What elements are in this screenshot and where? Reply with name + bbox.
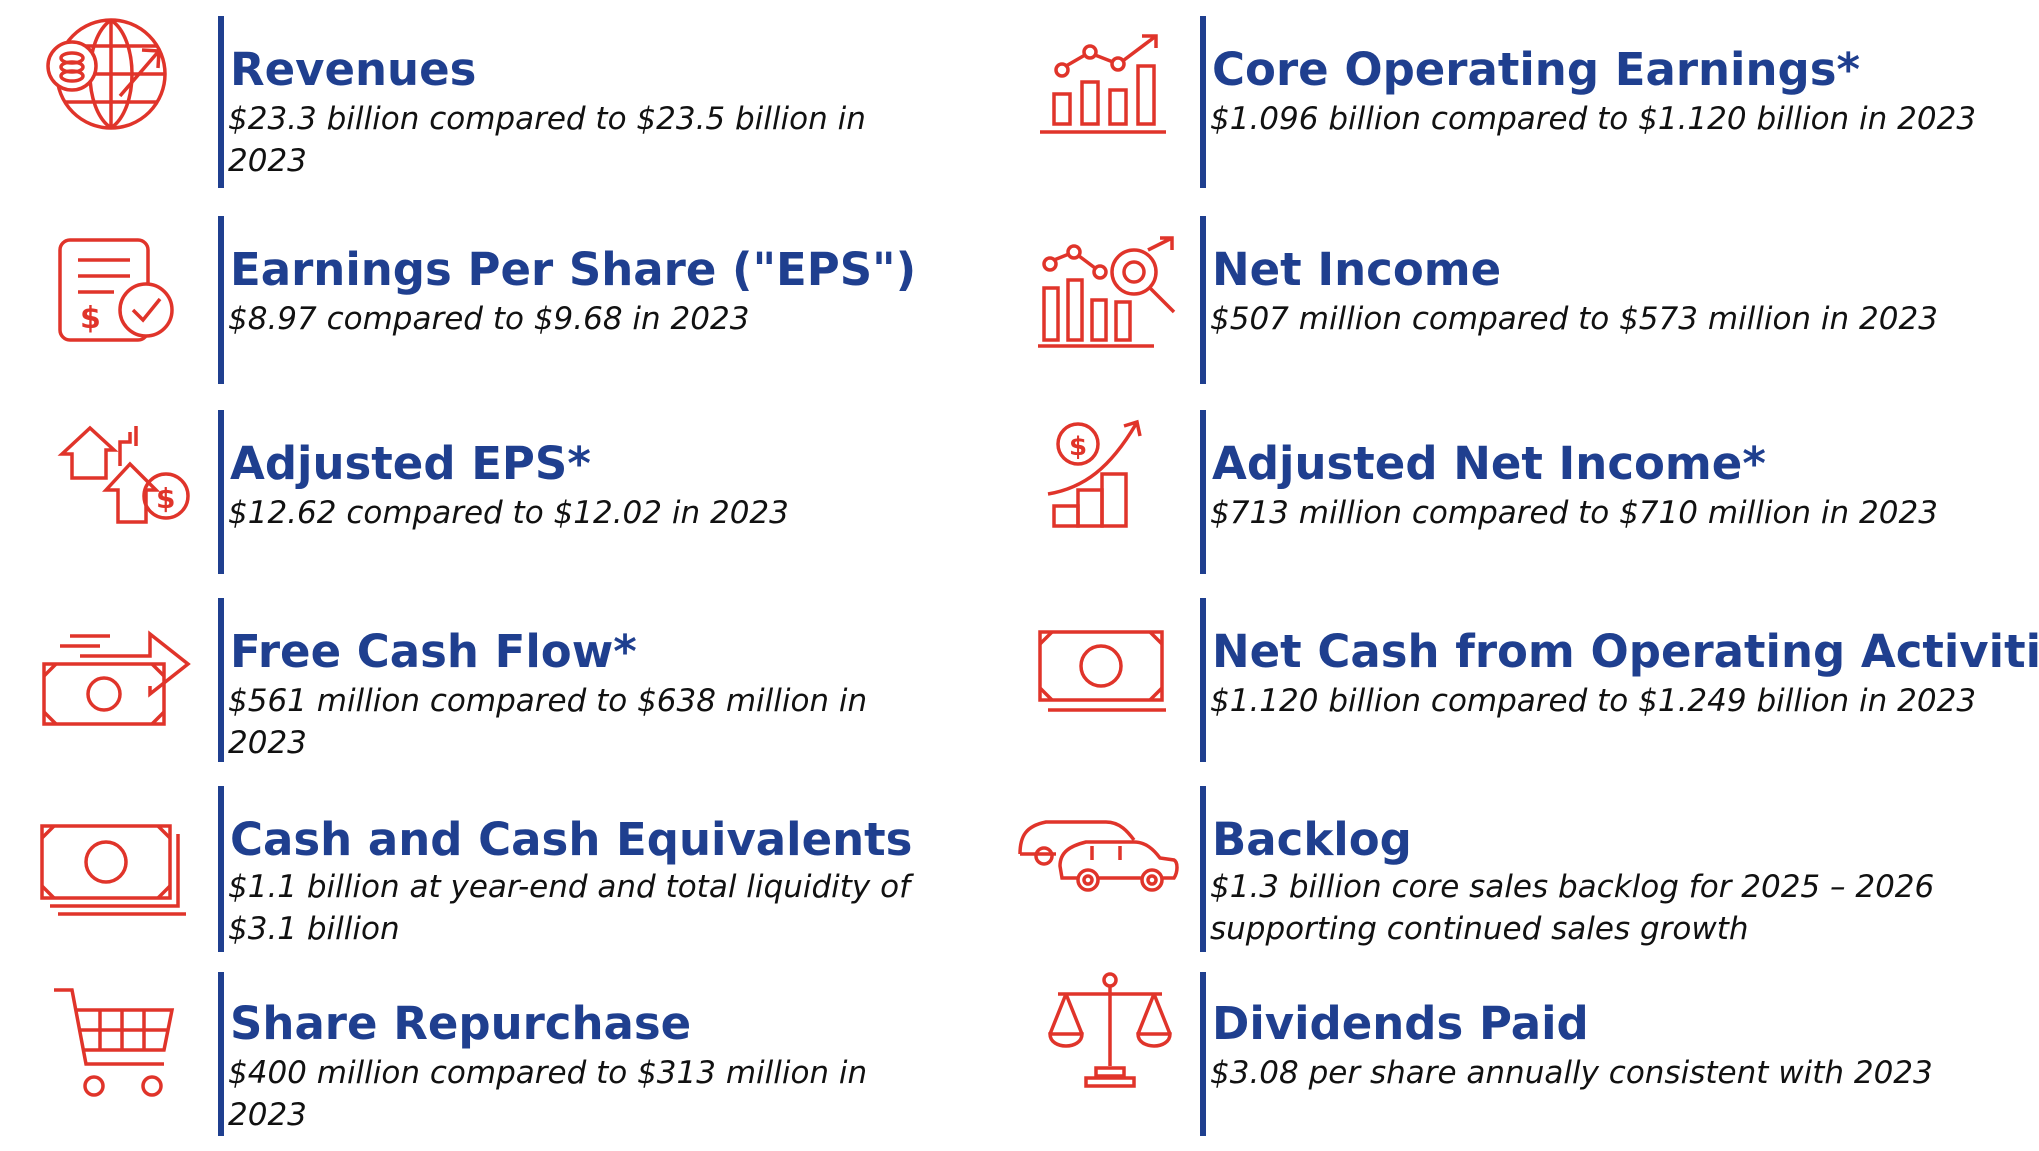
divider-bar — [218, 786, 224, 952]
svg-text:$: $ — [156, 482, 175, 515]
metric-title-adjusted-net-income: Adjusted Net Income* — [1212, 437, 1766, 490]
globe-growth-icon — [38, 14, 174, 134]
banknote-icon — [1036, 628, 1166, 714]
house-arrows-dollar-icon: $ — [44, 420, 194, 530]
metric-title-dividends-paid: Dividends Paid — [1212, 997, 1589, 1050]
metric-desc-adjusted-eps: $12.62 compared to $12.02 in 2023 — [228, 495, 789, 531]
divider-bar — [1200, 598, 1206, 762]
balance-scale-icon — [1046, 970, 1174, 1090]
metric-title-revenues: Revenues — [230, 43, 477, 96]
svg-text:$: $ — [80, 301, 101, 336]
document-dollar-check-icon: $ — [54, 236, 180, 346]
divider-bar — [218, 972, 224, 1136]
metric-desc-share-repurchase: $400 million compared to $313 million in… — [228, 1055, 868, 1133]
divider-bar — [1200, 216, 1206, 384]
shopping-cart-icon — [52, 986, 178, 1106]
metric-title-backlog: Backlog — [1212, 813, 1412, 866]
metric-desc-dividends-paid: $3.08 per share annually consistent with… — [1210, 1055, 1933, 1091]
metric-desc-net-cash-operating: $1.120 billion compared to $1.249 billio… — [1210, 683, 1977, 719]
metric-desc-backlog: $1.3 billion core sales backlog for 2025… — [1210, 869, 1935, 947]
bar-chart-trend-icon — [1038, 30, 1168, 136]
cash-stack-icon — [38, 822, 188, 918]
metric-desc-core-operating-earnings: $1.096 billion compared to $1.120 billio… — [1210, 101, 1977, 137]
divider-bar — [218, 410, 224, 574]
chart-magnifier-icon — [1036, 236, 1186, 350]
metric-title-free-cash-flow: Free Cash Flow* — [230, 625, 637, 678]
metric-desc-adjusted-net-income: $713 million compared to $710 million in… — [1210, 495, 1938, 531]
metric-title-eps: Earnings Per Share ("EPS") — [230, 243, 917, 296]
divider-bar — [218, 216, 224, 384]
divider-bar — [1200, 972, 1206, 1136]
metric-title-core-operating-earnings: Core Operating Earnings* — [1212, 43, 1861, 96]
dollar-growth-steps-icon: $ — [1044, 418, 1154, 530]
divider-bar — [1200, 786, 1206, 952]
metric-desc-cash-equivalents: $1.1 billion at year-end and total liqui… — [228, 869, 910, 947]
metric-title-net-cash-operating: Net Cash from Operating Activities — [1212, 625, 2039, 678]
svg-text:$: $ — [1069, 432, 1087, 462]
cars-icon — [1016, 816, 1182, 900]
metric-desc-eps: $8.97 compared to $9.68 in 2023 — [228, 301, 750, 337]
metric-desc-net-income: $507 million compared to $573 million in… — [1210, 301, 1938, 337]
metric-title-cash-equivalents: Cash and Cash Equivalents — [230, 813, 913, 866]
divider-bar — [218, 16, 224, 188]
metric-desc-free-cash-flow: $561 million compared to $638 million in… — [228, 683, 868, 761]
divider-bar — [1200, 16, 1206, 188]
metric-desc-revenues: $23.3 billion compared to $23.5 billion … — [228, 101, 866, 179]
divider-bar — [1200, 410, 1206, 574]
cash-arrow-icon — [40, 626, 192, 730]
metric-title-share-repurchase: Share Repurchase — [230, 997, 692, 1050]
metric-title-net-income: Net Income — [1212, 243, 1502, 296]
divider-bar — [218, 598, 224, 762]
metric-title-adjusted-eps: Adjusted EPS* — [230, 437, 591, 490]
